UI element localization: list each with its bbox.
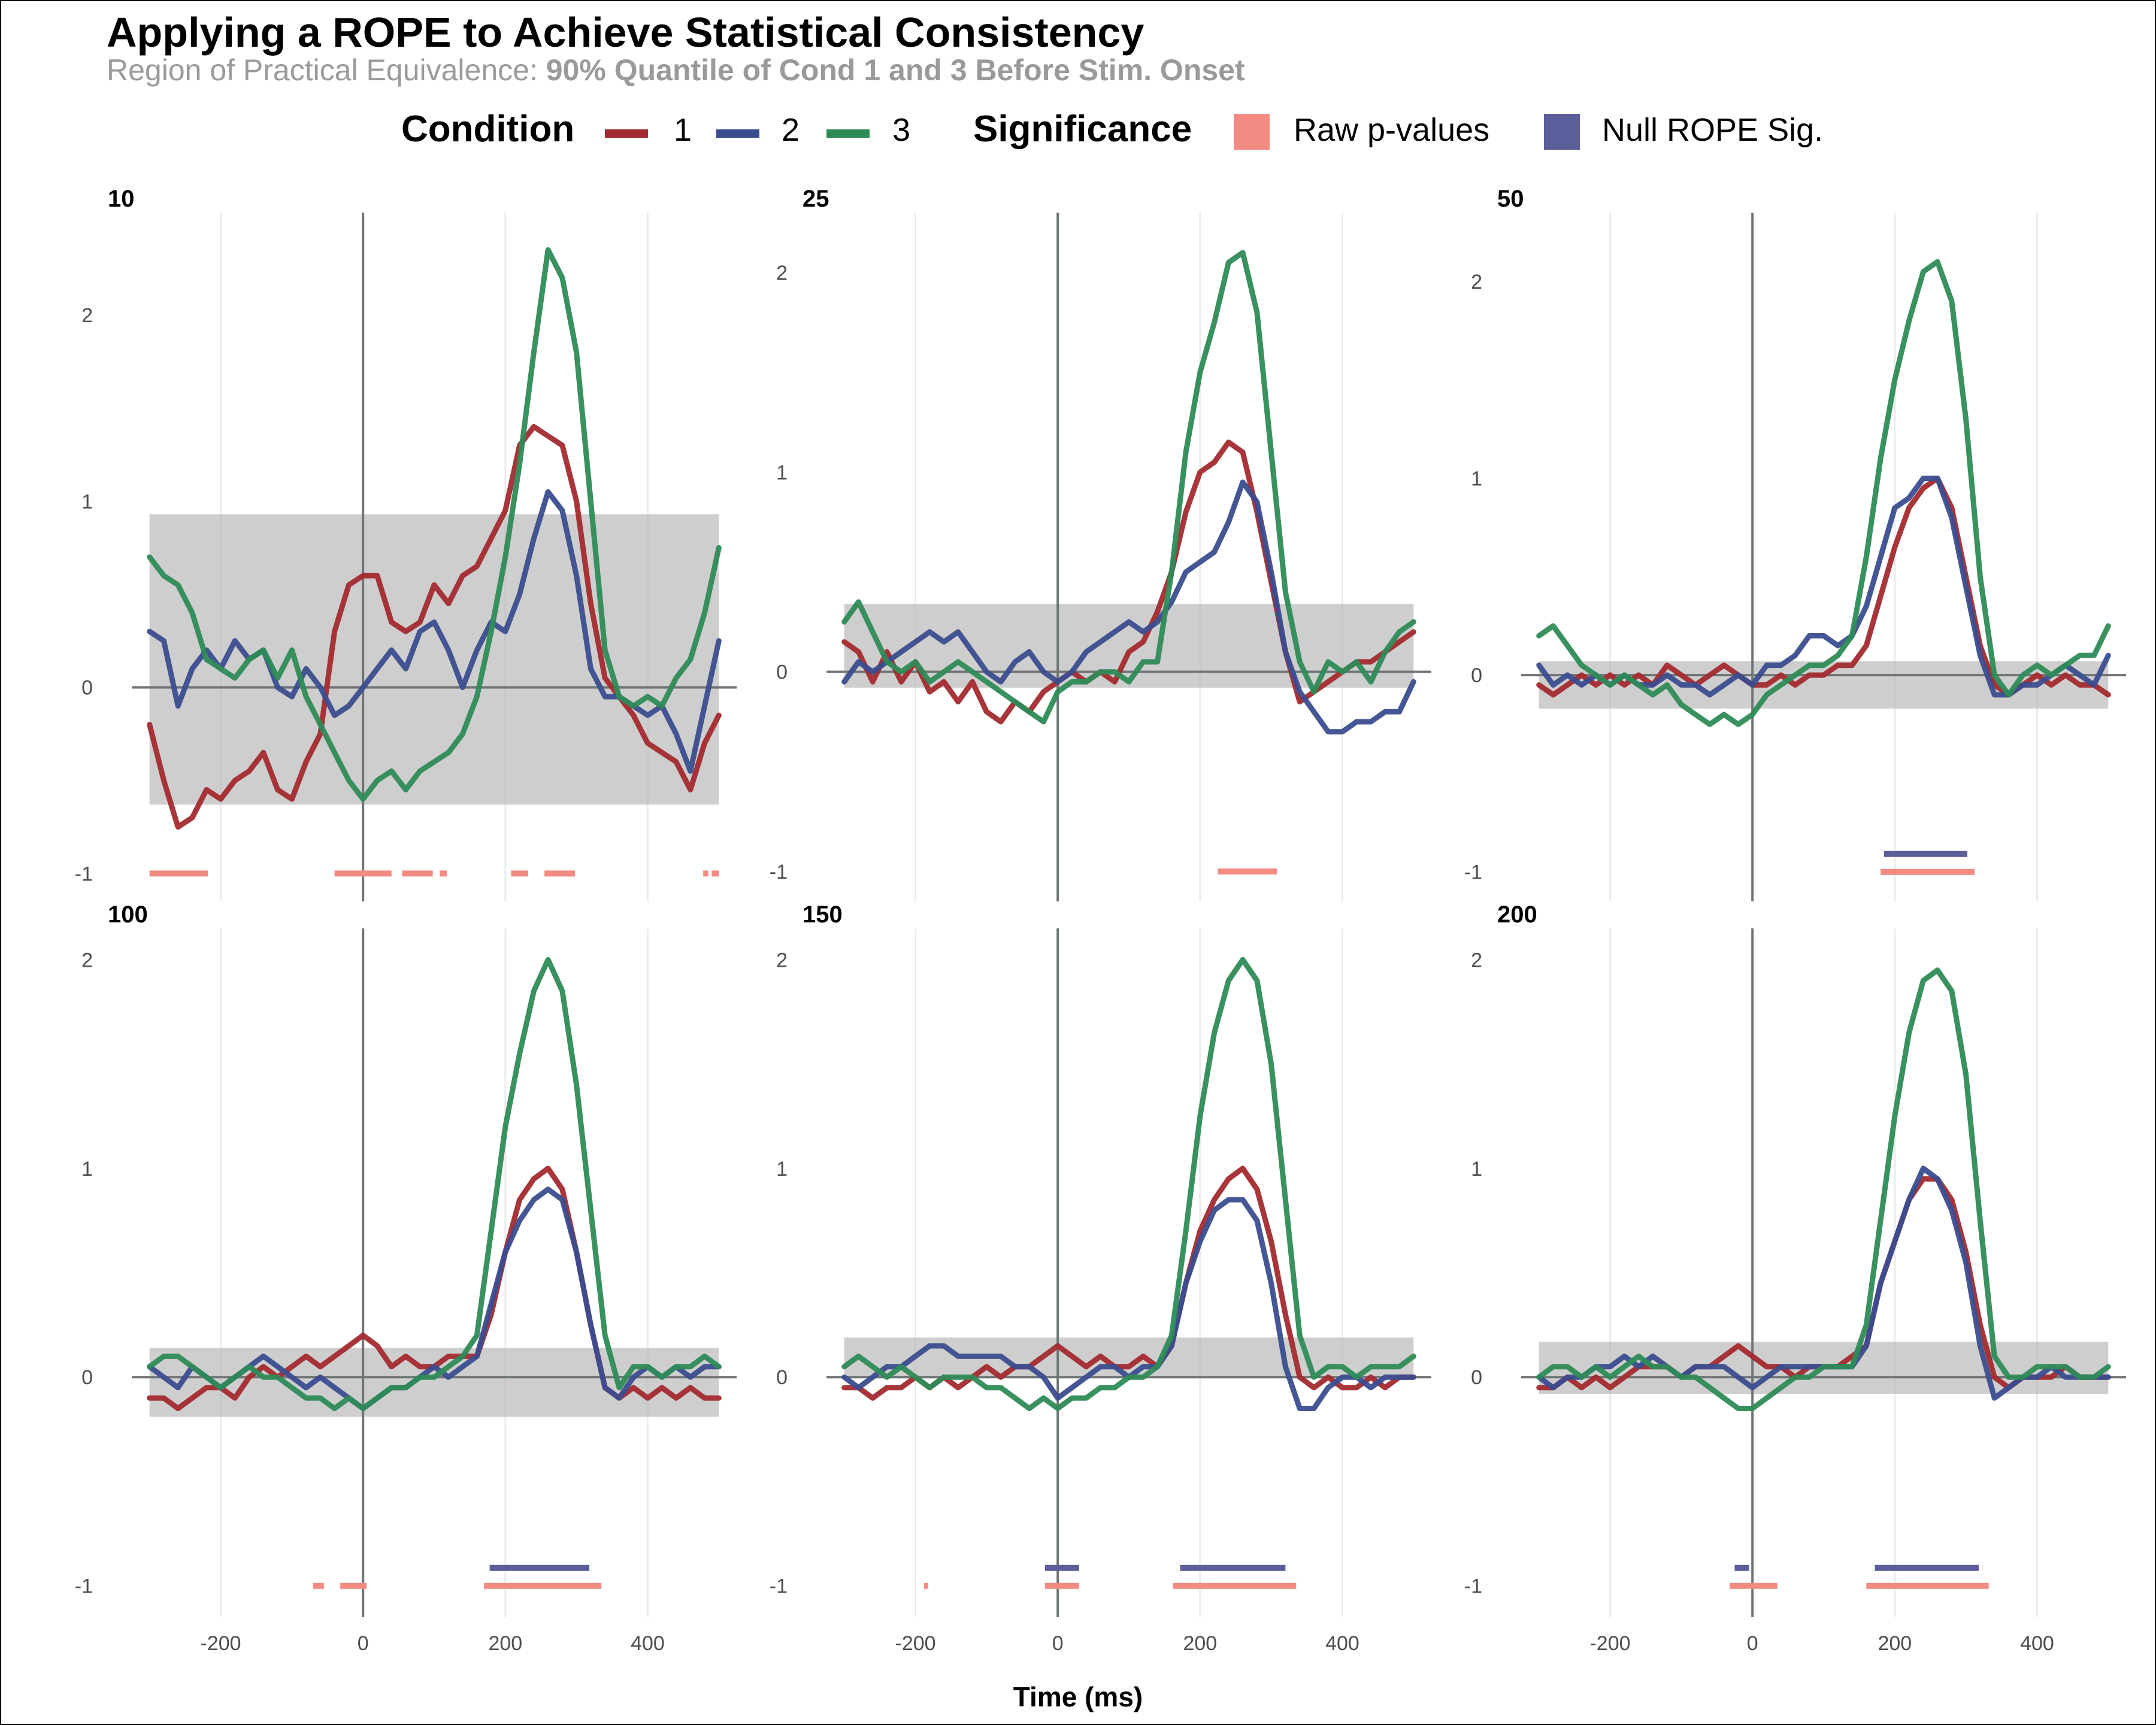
panel-strip-label: 25 — [803, 186, 829, 212]
y-tick-label: 1 — [81, 1158, 93, 1181]
y-tick-label: 0 — [776, 1366, 788, 1389]
y-tick-label: -1 — [1464, 861, 1482, 884]
series-line-condition-2 — [841, 479, 1416, 735]
chart-title: Applying a ROPE to Achieve Statistical C… — [107, 9, 1144, 56]
rope-band — [149, 514, 719, 805]
y-tick-label: 2 — [776, 262, 788, 285]
series-line-condition-3 — [147, 247, 722, 802]
y-tick-label: 0 — [81, 677, 93, 700]
x-tick-label: -200 — [895, 1632, 935, 1655]
y-tick-label: 0 — [1471, 1366, 1482, 1389]
legend-condition-2-label: 2 — [782, 112, 800, 148]
legend-significance-title: Significance — [973, 108, 1192, 150]
panel-200: 200 -1 0 1 2 -200 0 200 400 — [1464, 901, 2126, 1655]
legend-raw-pvalues-swatch — [1234, 114, 1270, 150]
legend-null-rope-label: Null ROPE Sig. — [1602, 112, 1824, 148]
y-tick-label: 1 — [776, 1158, 788, 1181]
x-tick-label: 200 — [488, 1632, 522, 1655]
legend-condition-2-swatch — [716, 129, 759, 138]
y-tick-label: 0 — [1471, 664, 1482, 687]
y-tick-label: 1 — [1471, 468, 1482, 491]
x-tick-label: 200 — [1183, 1632, 1217, 1655]
x-tick-label: 0 — [358, 1632, 369, 1655]
y-tick-label: -1 — [1464, 1575, 1482, 1598]
panel-strip-label: 100 — [108, 901, 148, 928]
x-tick-label: 0 — [1052, 1632, 1064, 1655]
y-tick-label: 2 — [776, 949, 788, 972]
x-tick-label: -200 — [1589, 1632, 1630, 1655]
legend-condition-3-label: 3 — [892, 112, 911, 148]
panel-strip-label: 200 — [1497, 901, 1537, 928]
y-tick-label: 1 — [776, 461, 788, 484]
panel-10: 10 -1 0 1 2 — [75, 186, 737, 901]
y-tick-label: -1 — [75, 862, 93, 885]
y-tick-label: 1 — [1471, 1158, 1482, 1181]
series-line-condition-1 — [841, 439, 1416, 725]
panel-100: 100 -1 0 1 2 -200 0 200 400 — [75, 901, 737, 1655]
y-tick-label: -1 — [770, 1575, 788, 1598]
y-tick-label: 2 — [1471, 271, 1482, 293]
y-tick-label: 0 — [776, 661, 788, 684]
x-tick-label: 200 — [1878, 1632, 1912, 1655]
y-tick-label: 2 — [81, 304, 93, 327]
legend-condition-title: Condition — [401, 108, 575, 150]
panel-25: 25 -1 0 1 2 — [770, 186, 1431, 901]
legend-condition-1-label: 1 — [674, 112, 692, 148]
x-axis-title: Time (ms) — [1013, 1681, 1143, 1712]
panel-strip-label: 150 — [803, 901, 843, 928]
panel-50: 50 -1 0 1 2 — [1464, 186, 2126, 901]
subtitle-bold: 90% Quantile of Cond 1 and 3 Before Stim… — [546, 53, 1245, 87]
y-tick-label: 2 — [1471, 949, 1482, 972]
legend-condition-1-swatch — [605, 129, 648, 138]
legend-raw-pvalues-label: Raw p-values — [1294, 112, 1490, 148]
series-line-condition-3 — [1536, 259, 2111, 727]
series-line-condition-3 — [841, 250, 1416, 725]
chart-subtitle: Region of Practical Equivalence: 90% Qua… — [107, 53, 1245, 87]
y-tick-label: 2 — [81, 949, 93, 972]
series-line-condition-3 — [1536, 967, 2111, 1411]
rope-band — [149, 1348, 719, 1417]
panel-150: 150 -1 0 1 2 -200 0 200 400 — [770, 901, 1431, 1655]
x-tick-label: 400 — [2020, 1632, 2054, 1655]
series-line-condition-3 — [147, 957, 722, 1411]
x-tick-label: 0 — [1747, 1632, 1758, 1655]
x-tick-label: 400 — [631, 1632, 665, 1655]
panel-strip-label: 10 — [108, 186, 135, 212]
legend-condition-3-swatch — [826, 129, 870, 138]
y-tick-label: 1 — [81, 491, 93, 513]
y-tick-label: -1 — [770, 861, 788, 883]
y-tick-label: 0 — [81, 1366, 93, 1389]
legend: Condition 1 2 3 Significance Raw p-value… — [0, 108, 2156, 156]
y-tick-label: -1 — [75, 1575, 93, 1598]
x-tick-label: -200 — [200, 1632, 241, 1655]
rope-band — [844, 604, 1414, 688]
series-line-condition-3 — [841, 957, 1416, 1411]
legend-null-rope-swatch — [1544, 114, 1580, 150]
x-tick-label: 400 — [1325, 1632, 1359, 1655]
subtitle-prefix: Region of Practical Equivalence: — [107, 53, 546, 87]
panel-strip-label: 50 — [1497, 186, 1524, 212]
